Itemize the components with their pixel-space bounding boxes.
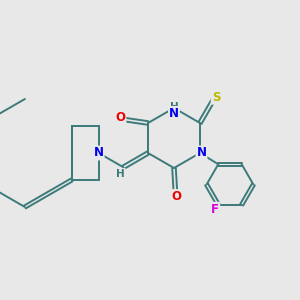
Text: H: H [169,102,178,112]
Text: N: N [94,146,104,160]
Text: O: O [171,190,181,203]
Text: F: F [211,203,219,216]
Text: O: O [116,111,125,124]
Text: S: S [212,91,220,104]
Text: N: N [169,107,179,120]
Text: N: N [196,146,206,160]
Text: H: H [116,169,125,179]
